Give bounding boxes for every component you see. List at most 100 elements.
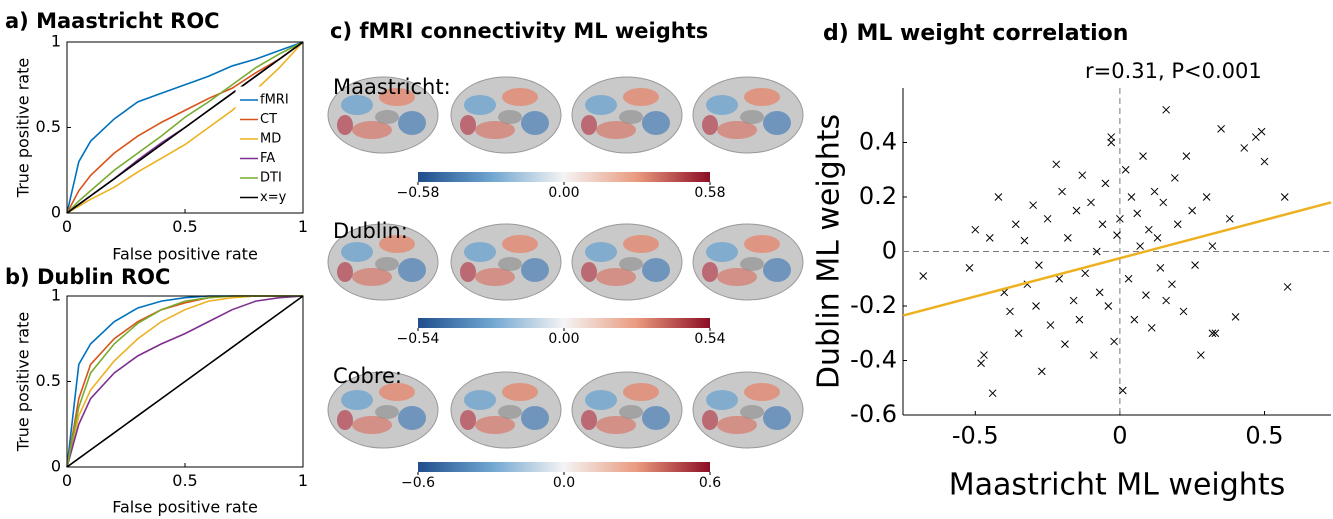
point [1174, 221, 1181, 228]
colorbar-tick-label: 0.6 [699, 475, 721, 491]
legend-label: x=y [260, 190, 287, 205]
brain [572, 224, 682, 300]
point [1059, 188, 1066, 195]
point [1096, 289, 1103, 296]
y-tick-label: -0.4 [850, 346, 897, 374]
point [1090, 352, 1097, 359]
point [1131, 316, 1138, 323]
x-tick-label: 1 [298, 217, 308, 236]
point [1087, 199, 1094, 206]
point [995, 194, 1002, 201]
point [1197, 352, 1204, 359]
point [1183, 153, 1190, 160]
point [1079, 172, 1086, 179]
x-tick-label: 1 [298, 471, 308, 490]
point [1284, 283, 1291, 290]
colorbar-tick-label: 0.0 [553, 475, 575, 491]
x-tick-label: 0.5 [172, 217, 197, 236]
brain [572, 372, 682, 448]
point [1232, 313, 1239, 320]
y-tick-label: 0.2 [859, 182, 897, 210]
colorbar-tick-label: 0.00 [548, 185, 579, 201]
y-axis-label: True positive rate [14, 312, 33, 452]
point [1114, 232, 1121, 239]
colorbar [418, 318, 710, 328]
figure: a) Maastricht ROC False positive rate True… [0, 0, 1333, 519]
point [1007, 308, 1014, 315]
brain [693, 372, 803, 448]
chart-title: b) Dublin ROC [5, 265, 170, 289]
point [1038, 368, 1045, 375]
point [1226, 215, 1233, 222]
point [1258, 128, 1265, 135]
row-label: Cobre: [333, 364, 402, 388]
x-axis-label: Maastricht ML weights [949, 468, 1285, 503]
point [1151, 188, 1158, 195]
point [1137, 243, 1144, 250]
x-tick-label: 0.5 [1245, 422, 1283, 450]
colorbar-tick-label: −0.6 [401, 475, 435, 491]
legend-label: fMRI [260, 93, 289, 108]
x-tick-label: 0 [62, 217, 72, 236]
colorbar-tick-label: 0.00 [548, 331, 579, 347]
point [1261, 158, 1268, 165]
point [980, 352, 987, 359]
y-tick-label: 0.5 [36, 371, 61, 390]
point [1053, 161, 1060, 168]
point [1154, 234, 1161, 241]
legend-label: DTI [260, 171, 282, 186]
point [1192, 262, 1199, 269]
point [1012, 221, 1019, 228]
point [1102, 180, 1109, 187]
y-tick-label: 0 [51, 203, 61, 222]
x-tick-label: 0.5 [172, 471, 197, 490]
y-tick-label: 1 [51, 32, 61, 51]
point [989, 390, 996, 397]
point [1218, 125, 1225, 132]
y-axis-label: Dublin ML weights [812, 114, 847, 389]
legend-label: FA [260, 151, 275, 166]
chart-title: a) Maastricht ROC [5, 9, 220, 33]
point [1180, 308, 1187, 315]
x-axis-label: False positive rate [112, 498, 258, 517]
panel-title: c) fMRI connectivity ML weights [330, 19, 708, 43]
x-tick-label: 0 [62, 471, 72, 490]
point [1082, 270, 1089, 277]
point [1148, 324, 1155, 331]
annotation: r=0.31, P<0.001 [1085, 59, 1262, 83]
y-tick-label: 1 [51, 286, 61, 305]
point [972, 226, 979, 233]
row-label: Dublin: [333, 219, 408, 243]
point [978, 360, 985, 367]
brain [451, 77, 561, 153]
chart-title: d) ML weight correlation [823, 21, 1128, 46]
y-axis-label: True positive rate [14, 58, 33, 198]
point [966, 264, 973, 271]
point [1061, 341, 1068, 348]
point [1163, 297, 1170, 304]
fit-line [903, 202, 1331, 315]
y-tick-label: -0.2 [850, 291, 897, 319]
y-tick-label: -0.6 [850, 400, 897, 428]
point [1125, 275, 1132, 282]
legend-label: CT [260, 112, 277, 127]
point [1076, 316, 1083, 323]
colorbar-tick-label: −0.58 [397, 185, 440, 201]
x-axis-label: False positive rate [112, 245, 258, 264]
point [1134, 210, 1141, 217]
y-tick-label: 0 [51, 457, 61, 476]
x-tick-label: -0.5 [952, 422, 999, 450]
point [1021, 237, 1028, 244]
row-label: Maastricht: [333, 75, 451, 99]
brain [451, 224, 561, 300]
point [1099, 221, 1106, 228]
point [1035, 262, 1042, 269]
roc-curve [67, 296, 303, 467]
point [1070, 297, 1077, 304]
point [1108, 139, 1115, 146]
y-tick-label: 0 [882, 237, 897, 265]
x-tick-label: 0 [1112, 422, 1127, 450]
point [1203, 194, 1210, 201]
point [1111, 338, 1118, 345]
point [1189, 207, 1196, 214]
